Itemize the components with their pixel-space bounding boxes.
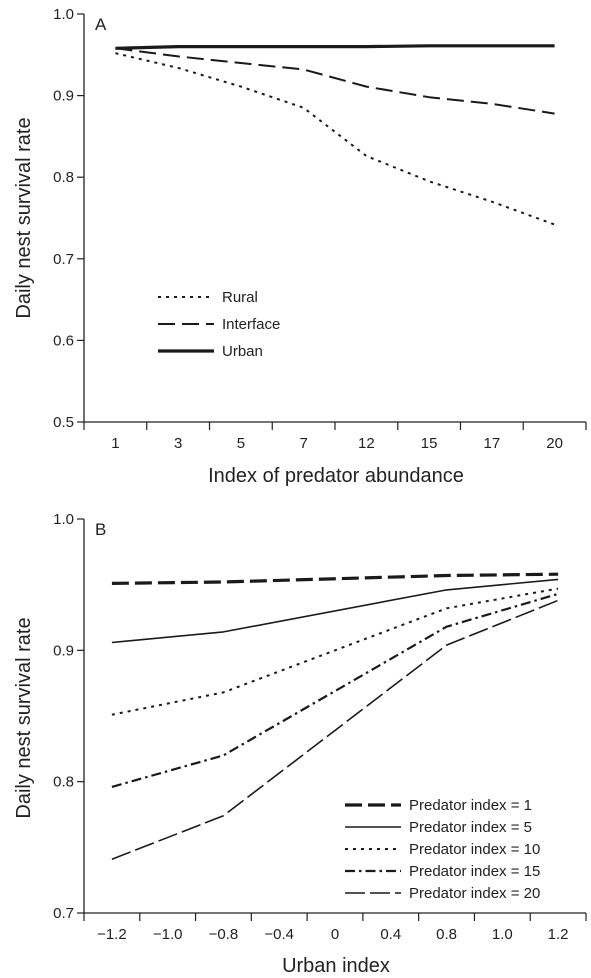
b-x-tick-label: 1.2 <box>548 926 569 943</box>
b-y-tick-label: 1.0 <box>53 511 74 528</box>
b-legend-label-predator-index-5: Predator index = 5 <box>409 819 532 836</box>
b-series-line-predator-index-10 <box>111 587 559 716</box>
panel-a-letter: A <box>95 15 107 34</box>
b-legend-label-predator-index-20: Predator index = 20 <box>409 885 540 902</box>
panel-b-x-axis-label: Urban index <box>282 955 390 977</box>
a-x-tick-label: 17 <box>484 435 501 452</box>
a-x-tick-label: 1 <box>111 435 119 452</box>
b-x-tick-label: 0.4 <box>380 926 401 943</box>
b-legend-label-predator-index-1: Predator index = 1 <box>409 797 532 814</box>
a-y-tick-label: 1.0 <box>53 6 74 23</box>
b-series-line-predator-index-1 <box>111 572 559 585</box>
b-x-tick-label: −0.4 <box>264 926 294 943</box>
panel-a-legend: Rural Interface Urban <box>158 289 280 360</box>
b-series-line-predator-index-5 <box>111 578 559 644</box>
a-x-tick-label: 5 <box>237 435 245 452</box>
b-x-tick-label: −0.8 <box>209 926 239 943</box>
b-x-tick-label: 0.8 <box>436 926 457 943</box>
b-series-line-predator-index-20 <box>111 599 559 860</box>
a-series-line-interface <box>115 47 555 115</box>
a-x-tick-label: 12 <box>358 435 375 452</box>
b-y-tick-label: 0.7 <box>53 905 74 922</box>
a-series-line-urban <box>115 44 555 50</box>
panel-b-y-axis-label: Daily nest survival rate <box>13 617 35 818</box>
a-y-tick-label: 0.7 <box>53 251 74 268</box>
b-legend-label-predator-index-15: Predator index = 15 <box>409 863 540 880</box>
panel-a-x-axis-label: Index of predator abundance <box>208 465 464 487</box>
a-y-tick-label: 0.5 <box>53 414 74 431</box>
panel-b-letter: B <box>95 520 106 539</box>
a-y-tick-label: 0.8 <box>53 169 74 186</box>
b-y-tick-label: 0.8 <box>53 774 74 791</box>
b-x-tick-label: −1.2 <box>97 926 127 943</box>
panel-b-chart: B Urban index Daily nest survival rate 0… <box>13 511 587 977</box>
a-x-tick-label: 15 <box>421 435 438 452</box>
a-x-tick-label: 7 <box>299 435 307 452</box>
b-series-line-predator-index-15 <box>111 592 559 788</box>
a-legend-label-rural: Rural <box>222 289 258 306</box>
panel-b-legend: Predator index = 1 Predator index = 5 Pred… <box>345 797 540 902</box>
a-y-tick-label: 0.6 <box>53 332 74 349</box>
b-y-tick-label: 0.9 <box>53 642 74 659</box>
a-y-tick-label: 0.9 <box>53 88 74 105</box>
b-x-tick-label: 1.0 <box>492 926 513 943</box>
b-x-tick-label: −1.0 <box>153 926 183 943</box>
a-legend-label-interface: Interface <box>222 316 280 333</box>
a-x-tick-label: 3 <box>174 435 182 452</box>
b-x-tick-label: 0 <box>331 926 339 943</box>
a-legend-label-urban: Urban <box>222 343 263 360</box>
panel-a-y-axis-label: Daily nest survival rate <box>13 117 35 318</box>
a-x-tick-label: 20 <box>546 435 563 452</box>
b-legend-label-predator-index-10: Predator index = 10 <box>409 841 540 858</box>
panel-a-chart: A Index of predator abundance Daily nest… <box>13 6 587 487</box>
